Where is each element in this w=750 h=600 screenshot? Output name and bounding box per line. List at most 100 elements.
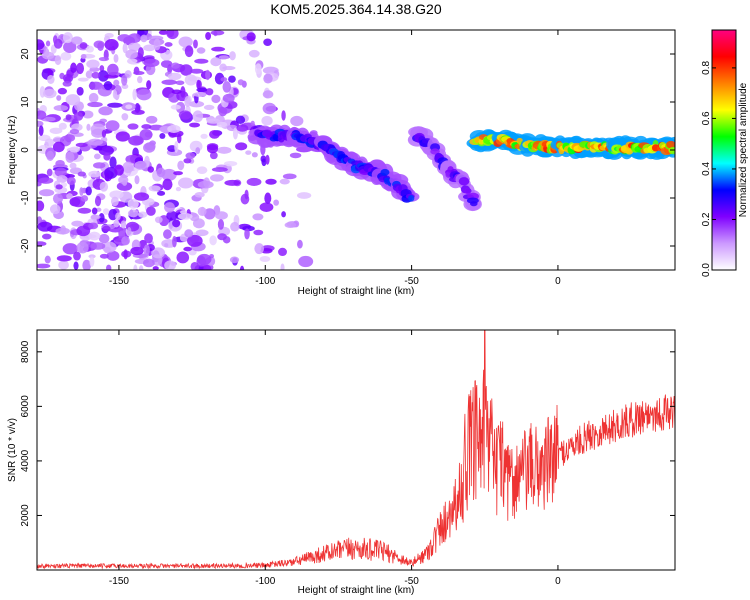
- spectrogram-blob: [65, 114, 72, 121]
- spectrogram-blob: [206, 144, 219, 154]
- spectrogram-blob: [196, 47, 206, 54]
- spectrogram-blob: [161, 79, 178, 85]
- spectrogram-blob: [87, 138, 103, 146]
- spectrogram-blob: [127, 227, 132, 236]
- spectrogram-blob: [143, 258, 155, 268]
- spectrogram-blob: [85, 186, 92, 196]
- spectrogram-blob: [70, 62, 77, 74]
- spectrogram-xtick-label: -100: [255, 276, 275, 287]
- spectrogram-blob: [248, 49, 260, 58]
- spectrogram-blob: [104, 172, 110, 182]
- spectrogram-blob: [44, 138, 55, 148]
- spectrogram-blob: [170, 62, 180, 69]
- spectrogram-blob: [37, 120, 44, 127]
- spectrogram-blob: [164, 260, 176, 270]
- spectrogram-blob: [52, 35, 58, 44]
- spectrogram-blob: [79, 187, 84, 196]
- colorbar-tick-label: 0.0: [701, 263, 712, 277]
- spectrogram-blob: [262, 90, 274, 99]
- spectrogram-blob: [298, 255, 314, 268]
- spectrogram-blob: [166, 30, 179, 40]
- spectrogram-blob: [99, 65, 105, 72]
- spectrogram-blob: [265, 178, 277, 185]
- spectrogram-blob: [193, 91, 207, 97]
- spectrogram-blob: [104, 39, 119, 51]
- spectrogram-blob: [75, 142, 88, 148]
- spectrogram-blob: [184, 229, 194, 238]
- spectrogram-blob: [47, 74, 55, 84]
- spectrogram-blob: [113, 79, 120, 86]
- spectrogram-blob: [37, 181, 42, 187]
- spectrogram-blob: [134, 160, 148, 170]
- spectrogram-blob: [137, 76, 143, 84]
- spectrogram-blob: [88, 222, 99, 230]
- colorbar-tick-label: 0.6: [701, 111, 712, 125]
- spectrogram-blob: [239, 265, 245, 270]
- spectrogram-blob: [73, 112, 84, 121]
- spectrogram-blob: [209, 130, 220, 139]
- spectrogram-blob: [192, 110, 204, 123]
- spectrogram-blob: [408, 194, 415, 202]
- spectrogram-blob: [99, 181, 109, 192]
- spectrogram-blob: [66, 176, 76, 186]
- spectrogram-blob: [53, 104, 69, 111]
- colorbar: 0.0 0.2 0.4 0.6 0.8 Normalized spectral ampl…: [701, 29, 749, 277]
- spectrogram-blob: [279, 178, 290, 185]
- spectrogram-blob: [290, 115, 304, 127]
- spectrogram-blob: [152, 266, 159, 270]
- spectrogram-blob: [37, 263, 51, 269]
- spectrogram-blob: [229, 256, 240, 264]
- spectrogram-blob: [167, 72, 182, 81]
- spectrogram-blob: [90, 242, 106, 250]
- spectrogram-blob: [76, 62, 85, 75]
- spectrogram-blob: [77, 171, 87, 177]
- spectrogram-blob: [184, 45, 194, 58]
- spectrogram-blob: [175, 186, 182, 192]
- spectrogram-blob: [131, 109, 145, 115]
- spectrogram-blob: [82, 110, 94, 119]
- spectrogram-blob: [458, 177, 470, 186]
- spectrogram-blob: [88, 170, 102, 178]
- spectrogram-blob: [98, 212, 105, 223]
- spectrogram-blob: [177, 177, 194, 189]
- spectrogram-blob: [98, 145, 114, 156]
- colorbar-tick-label: 0.2: [701, 212, 712, 226]
- spectrogram-blob: [195, 229, 209, 237]
- spectrogram-blob: [37, 110, 47, 120]
- spectrogram-blob: [121, 74, 128, 86]
- spectrogram-blob: [71, 220, 84, 227]
- spectrogram-blob: [282, 173, 297, 180]
- spectrogram-blob: [46, 168, 53, 177]
- spectrogram-blob: [200, 133, 208, 139]
- spectrogram-blob: [666, 140, 675, 149]
- spectrogram-blob: [209, 235, 217, 246]
- spectrogram-blob: [211, 94, 221, 104]
- spectrogram-blob: [138, 211, 148, 218]
- spectrogram-blob: [136, 88, 152, 101]
- spectrogram-blob: [183, 158, 192, 164]
- spectrogram-blob: [37, 200, 45, 212]
- spectrogram-blob: [209, 151, 218, 160]
- spectrogram-blob: [209, 174, 224, 182]
- spectrogram-blob: [133, 70, 145, 76]
- spectrogram-blob: [41, 233, 52, 240]
- spectrogram-blob: [184, 74, 198, 86]
- spectrogram-blob: [69, 162, 77, 169]
- spectrogram-blob: [193, 39, 198, 49]
- spectrogram-blob: [220, 77, 228, 82]
- spectrogram-blob: [197, 206, 207, 216]
- spectrogram-xlabel: Height of straight line (km): [298, 286, 415, 297]
- spectrogram-blob: [206, 118, 221, 124]
- spectrogram-blob: [430, 148, 440, 155]
- spectrogram-ytick-label: 20: [20, 48, 31, 60]
- spectrogram-blob: [127, 123, 139, 130]
- snr-xtick-label: -50: [404, 576, 419, 587]
- spectrogram-blob: [71, 36, 83, 45]
- spectrogram-blob: [464, 187, 472, 195]
- spectrogram-xtick-label: 0: [555, 276, 561, 287]
- spectrogram-blob: [103, 246, 111, 254]
- spectrogram-blob: [252, 213, 264, 221]
- spectrogram-blob: [91, 207, 98, 215]
- spectrogram-blob: [91, 128, 106, 138]
